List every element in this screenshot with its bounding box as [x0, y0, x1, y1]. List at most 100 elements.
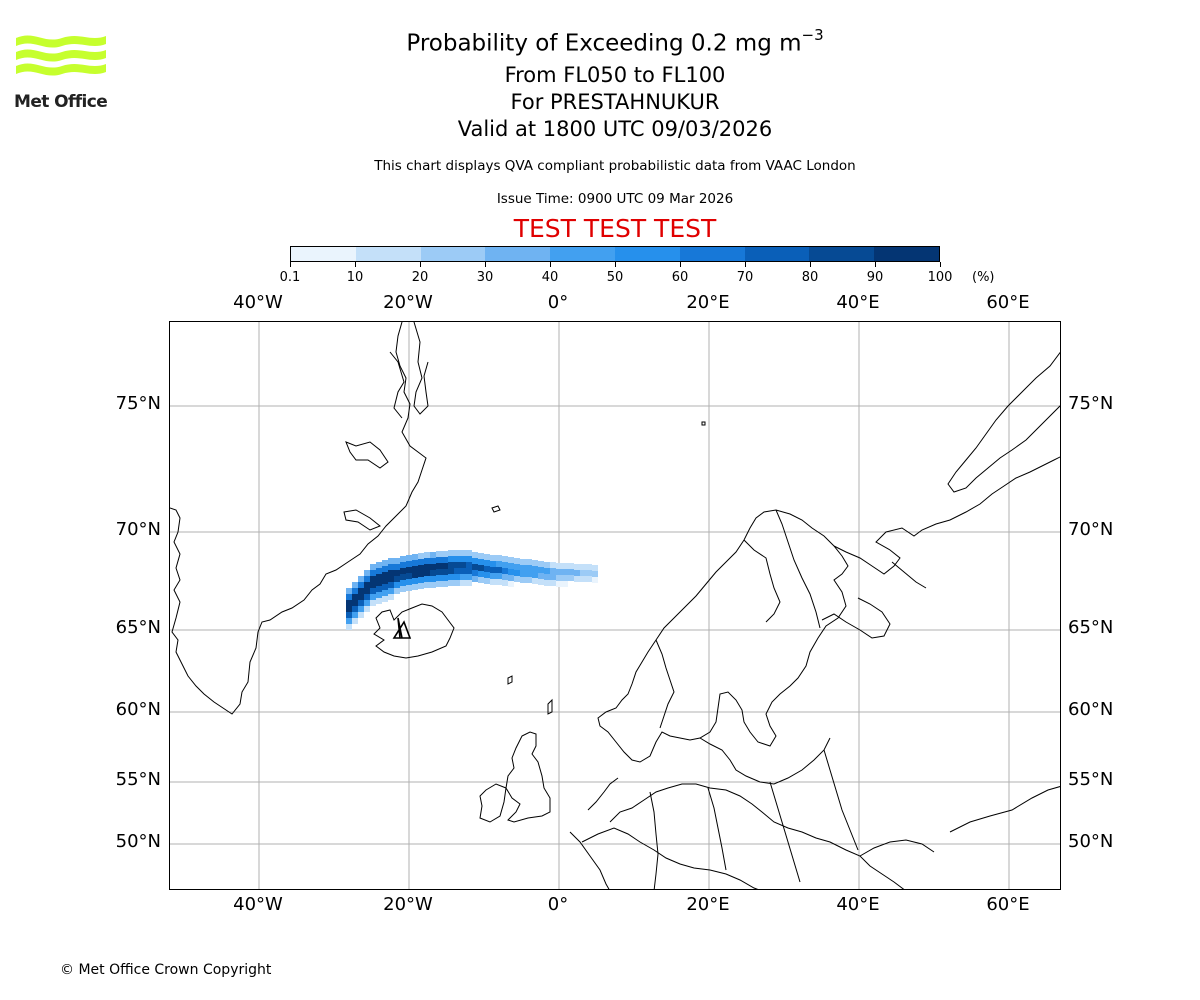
plume-cell	[424, 552, 430, 558]
plume-cell	[442, 581, 448, 587]
plume-cell	[436, 575, 442, 581]
plume-cell	[526, 559, 532, 565]
plume-cell	[454, 568, 460, 574]
sweden-finland-border	[743, 539, 781, 623]
white-sea	[821, 597, 891, 639]
plume-cell	[400, 574, 406, 580]
plume-cell	[364, 600, 370, 606]
finland-russia-border	[775, 509, 821, 629]
plume-cell	[448, 556, 454, 562]
right-latitude-label: 75°N	[1068, 393, 1114, 414]
bjornoya	[701, 421, 706, 426]
logo-text: Met Office	[14, 92, 108, 112]
plume-cell	[394, 582, 400, 588]
plume-cell	[496, 573, 502, 579]
plume-cell	[526, 565, 532, 571]
colorbar-segment-4	[550, 247, 615, 261]
plume-cell	[514, 576, 520, 582]
plume-cell	[562, 575, 568, 581]
plume-cell	[418, 583, 424, 589]
plume-cell	[358, 600, 364, 606]
plume-cell	[442, 551, 448, 557]
plume-cell	[358, 582, 364, 588]
colorbar-tick	[485, 262, 486, 267]
plume-cell	[472, 564, 478, 570]
plume-cell	[400, 580, 406, 586]
plume-cell	[460, 568, 466, 574]
plume-cell	[562, 563, 568, 569]
plume-cell	[496, 561, 502, 567]
plume-cell	[406, 579, 412, 585]
plume-cell	[376, 568, 382, 574]
plume-cell	[574, 564, 580, 570]
plume-cell	[418, 577, 424, 583]
plume-cell	[448, 568, 454, 574]
plume-cell	[364, 588, 370, 594]
plume-cell	[508, 569, 514, 575]
volcano-marker	[392, 617, 412, 639]
plume-cell	[370, 594, 376, 600]
plume-cell	[538, 579, 544, 585]
plume-cell	[346, 588, 352, 594]
plume-cell	[382, 578, 388, 584]
plume-cell	[388, 564, 394, 570]
plume-cell	[460, 562, 466, 568]
plume-cell	[430, 558, 436, 564]
plume-cell	[352, 606, 358, 612]
plume-cell	[364, 582, 370, 588]
plume-cell	[526, 571, 532, 577]
plume-cell	[382, 572, 388, 578]
plume-cell	[496, 555, 502, 561]
plume-cell	[388, 582, 394, 588]
plume-cell	[412, 554, 418, 560]
plume-cell	[502, 562, 508, 568]
plume-cell	[388, 558, 394, 564]
plume-cell	[388, 576, 394, 582]
colorbar-segment-2	[420, 247, 486, 261]
kola-coast	[833, 456, 1060, 575]
plume-cell	[358, 576, 364, 582]
colorbar-segment-3	[485, 247, 551, 261]
bottom-longitude-label: 40°W	[233, 894, 283, 915]
colorbar-tick-label: 60	[671, 270, 689, 285]
plume-cell	[406, 585, 412, 591]
great-britain	[505, 731, 551, 823]
graticule	[170, 322, 1060, 889]
plume-cell	[454, 562, 460, 568]
kanin	[891, 561, 927, 589]
plume-cell	[544, 580, 550, 586]
plume-cell	[568, 575, 574, 581]
plume-cell	[502, 574, 508, 580]
plume-cell	[550, 574, 556, 580]
plume-cell	[376, 586, 382, 592]
plume-cell	[460, 550, 466, 556]
right-latitude-label: 65°N	[1068, 617, 1114, 638]
plume-cell	[370, 564, 376, 570]
plume-cell	[580, 576, 586, 582]
plume-cell	[454, 574, 460, 580]
colorbar-tick-label: 0.1	[279, 270, 301, 285]
issue-time: Issue Time: 0900 UTC 09 Mar 2026	[496, 191, 734, 207]
colorbar-tick	[615, 262, 616, 267]
plume-cell	[352, 582, 358, 588]
chart-title: Probability of Exceeding 0.2 mg m−3	[406, 26, 824, 57]
plume-cell	[364, 576, 370, 582]
greenland-coast	[170, 322, 427, 715]
plume-cell	[514, 570, 520, 576]
plume-cell	[412, 584, 418, 590]
plume-cell	[370, 582, 376, 588]
plume-cell	[580, 570, 586, 576]
plume-cell	[520, 571, 526, 577]
plume-cell	[412, 572, 418, 578]
faroe-islands	[507, 675, 513, 685]
plume-cell	[490, 561, 496, 567]
jan-mayen	[491, 505, 501, 513]
plume-cell	[382, 584, 388, 590]
greenland-northeast	[389, 351, 405, 419]
plume-cell	[388, 570, 394, 576]
colorbar-tick-label: 100	[927, 270, 953, 285]
plume-cell	[388, 594, 394, 600]
east-coast	[949, 786, 1060, 833]
plume-cell	[376, 580, 382, 586]
right-latitude-label: 60°N	[1068, 699, 1114, 720]
